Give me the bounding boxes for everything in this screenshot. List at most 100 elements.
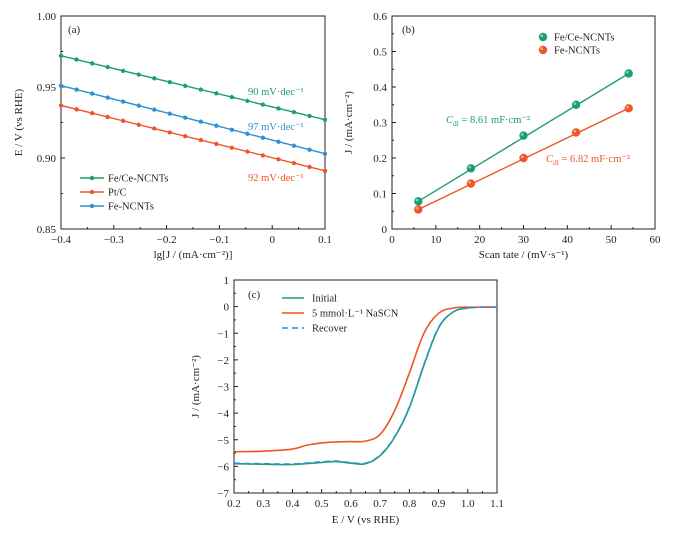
y-tick-label: −7 xyxy=(217,488,229,500)
x-tick-label: 0.8 xyxy=(402,498,416,510)
y-tick-label: 0.95 xyxy=(37,82,57,94)
series-line xyxy=(60,55,326,121)
data-point-highlight xyxy=(468,180,472,184)
data-point xyxy=(307,113,312,118)
x-tick-label: 40 xyxy=(562,234,574,246)
data-point xyxy=(58,102,64,108)
y-tick-label: 0.6 xyxy=(373,11,387,23)
y-tick-label: 0 xyxy=(382,224,388,236)
data-point xyxy=(466,179,476,188)
data-point xyxy=(519,153,528,163)
legend: Initial 5 mmol·L⁻¹ NaSCN Recover xyxy=(282,294,399,335)
legend-label: Initial xyxy=(312,294,337,305)
series-pt-c: 92 mV·dec⁻¹ xyxy=(58,102,328,184)
data-point xyxy=(213,141,219,146)
legend: Fe/Ce-NCNTs Pt/C Fe-NCNTs xyxy=(80,174,169,213)
data-point xyxy=(322,168,328,173)
slope-label: 92 mV·dec⁻¹ xyxy=(248,173,304,184)
data-point xyxy=(151,125,157,131)
data-point xyxy=(74,56,79,62)
data-point xyxy=(182,133,188,139)
data-point xyxy=(167,79,173,85)
panel-label: (c) xyxy=(248,289,261,301)
x-tick-label: 20 xyxy=(474,234,486,246)
data-point xyxy=(571,128,581,137)
series-line xyxy=(60,84,326,155)
fit-label: Cdl = 8.61 mF·cm⁻² xyxy=(446,115,530,128)
data-point xyxy=(89,60,95,66)
data-point xyxy=(182,83,188,88)
data-point xyxy=(245,131,250,136)
data-point xyxy=(198,119,204,124)
y-tick-label: 0.85 xyxy=(37,224,57,236)
data-point xyxy=(291,143,297,148)
x-tick-label: −0.3 xyxy=(104,234,124,246)
y-tick-label: 1 xyxy=(224,275,230,287)
x-axis-title: Scan tate / (mV·s⁻¹) xyxy=(479,249,569,261)
y-tick-label: −1 xyxy=(217,328,229,340)
panel-label: (b) xyxy=(402,24,415,36)
x-tick-label: −0.4 xyxy=(51,234,71,246)
data-point xyxy=(276,105,281,111)
data-point xyxy=(167,111,173,116)
legend-label: Pt/C xyxy=(108,188,127,199)
data-point xyxy=(198,87,204,92)
data-point xyxy=(307,164,312,169)
data-point xyxy=(229,127,235,132)
data-point xyxy=(120,99,126,104)
fit-label-value: = 8.61 mF·cm⁻² xyxy=(459,115,530,126)
y-tick-label: 0.90 xyxy=(37,153,57,165)
data-point xyxy=(89,189,95,195)
legend-label: Fe/Ce-NCNTs xyxy=(554,33,615,44)
series-fe-ncnts: Cdl = 6.82 mF·cm⁻² xyxy=(414,104,633,214)
data-point xyxy=(245,149,250,154)
data-point-highlight xyxy=(520,132,524,136)
data-point xyxy=(89,110,95,116)
data-point-highlight xyxy=(573,102,577,105)
data-point-highlight xyxy=(540,47,544,51)
y-tick-label: −2 xyxy=(217,355,229,367)
data-point xyxy=(229,145,235,150)
data-point xyxy=(245,98,250,103)
series-line-5-mmol-l-nascn xyxy=(233,306,497,453)
data-point xyxy=(120,68,126,73)
data-point xyxy=(260,135,266,140)
x-tick-label: 50 xyxy=(606,234,618,246)
x-tick-label: −0.2 xyxy=(157,234,177,246)
data-point xyxy=(276,139,281,144)
data-point xyxy=(105,95,110,100)
y-tick-label: 0.4 xyxy=(373,82,387,94)
x-tick-label: 0.9 xyxy=(432,498,446,510)
data-point xyxy=(74,87,79,92)
x-tick-label: 10 xyxy=(430,234,442,246)
y-tick-label: 0.3 xyxy=(373,118,387,130)
data-point xyxy=(307,147,312,152)
x-tick-label: −0.1 xyxy=(209,234,229,246)
data-point xyxy=(538,45,548,55)
data-point xyxy=(624,104,633,113)
data-point xyxy=(276,156,281,162)
series-fe-ncnts: 97 mV·dec⁻¹ xyxy=(58,83,328,156)
data-point xyxy=(120,118,126,123)
data-point xyxy=(198,137,204,143)
data-point xyxy=(182,115,188,120)
y-tick-label: −4 xyxy=(217,408,229,420)
y-axis-title: J / (mA·cm⁻²) xyxy=(343,91,355,154)
data-point xyxy=(151,75,157,81)
y-tick-label: 0.5 xyxy=(373,47,387,59)
series-line-recover xyxy=(233,306,498,465)
x-tick-label: 0.1 xyxy=(318,234,332,246)
data-point-highlight xyxy=(573,129,577,133)
slope-label: 90 mV·dec⁻¹ xyxy=(248,87,304,98)
fit-label-symbol: C xyxy=(446,115,454,126)
data-point xyxy=(624,69,633,78)
data-point-highlight xyxy=(625,105,629,109)
x-tick-label: 0.6 xyxy=(344,498,358,510)
legend-label: Fe-NCNTs xyxy=(108,202,154,213)
data-point-highlight xyxy=(540,34,544,38)
x-tick-label: 0.7 xyxy=(373,498,387,510)
y-tick-label: 0.2 xyxy=(373,153,387,165)
data-point xyxy=(322,117,328,122)
x-tick-label: 1.1 xyxy=(490,498,504,510)
data-point xyxy=(151,107,157,112)
